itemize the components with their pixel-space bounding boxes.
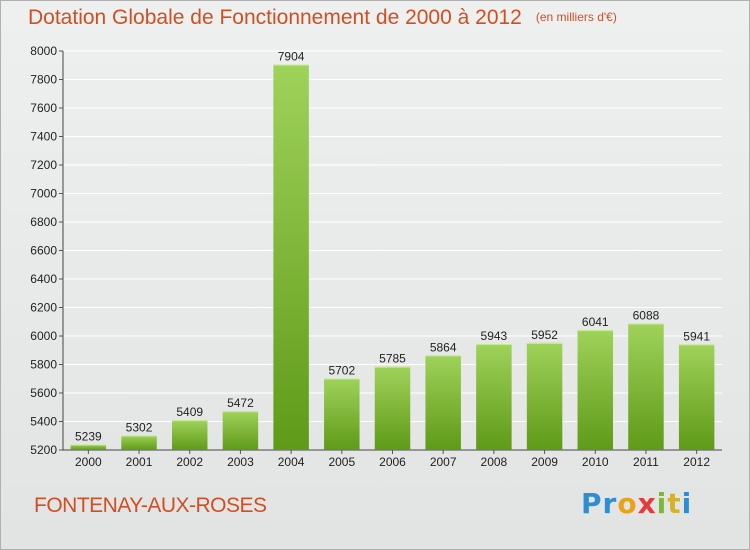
y-tick-label: 8000 [30,44,57,58]
bar [577,330,614,450]
x-tick-label: 2001 [126,455,153,469]
x-tick-label: 2008 [481,455,508,469]
data-label: 5702 [328,363,355,377]
bar [526,342,563,450]
data-label: 5302 [126,420,153,434]
data-label: 5941 [683,329,710,343]
bar [70,444,107,450]
bar [324,378,360,450]
bar [678,344,715,450]
x-tick-label: 2003 [227,455,254,469]
data-label: 5952 [531,328,558,342]
x-tick-label: 2007 [430,455,457,469]
bar [273,64,309,451]
y-tick-label: 7000 [30,187,57,201]
x-tick-label: 2006 [379,455,406,469]
city-name: FONTENAY-AUX-ROSES [34,494,267,517]
data-label: 5472 [227,396,254,410]
data-label: 6041 [582,315,609,329]
x-tick-label: 2009 [531,455,558,469]
bar [628,323,664,450]
y-tick-label: 6600 [30,244,57,258]
bar [425,355,461,450]
y-tick-label: 7800 [30,73,57,87]
y-tick-label: 6000 [30,329,57,343]
data-label: 5785 [379,352,406,366]
data-label: 6088 [633,308,660,322]
y-tick-label: 6800 [30,215,57,229]
y-tick-label: 7400 [30,130,57,144]
y-tick-label: 5800 [30,358,57,372]
bar [374,366,411,450]
bar [222,411,259,450]
x-tick-label: 2004 [278,455,305,469]
x-tick-label: 2002 [176,455,203,469]
y-tick-label: 6200 [30,301,57,315]
y-tick-label: 7200 [30,158,57,172]
data-label: 5943 [481,329,508,343]
y-tick-label: 7600 [30,101,57,115]
y-tick-label: 5200 [30,443,57,457]
x-tick-label: 2012 [683,455,710,469]
proxiti-logo: Proxiti [581,487,693,520]
x-tick-label: 2011 [633,455,659,469]
x-tick-label: 2000 [75,455,102,469]
bar [171,420,208,450]
y-tick-label: 5400 [30,415,57,429]
data-label: 5409 [176,405,203,419]
bar [476,344,512,450]
y-tick-label: 5600 [30,386,57,400]
x-tick-label: 2005 [328,455,355,469]
data-label: 7904 [278,50,305,64]
x-tick-label: 2010 [582,455,609,469]
chart-title: Dotation Globale de Fonctionnement de 20… [28,6,617,30]
y-tick-label: 6400 [30,272,57,286]
data-label: 5239 [75,429,102,443]
title-text: Dotation Globale de Fonctionnement de 20… [28,6,522,29]
chart-subtitle: (en milliers d'€) [535,10,617,24]
data-label: 5864 [430,340,457,354]
bar [121,435,157,450]
